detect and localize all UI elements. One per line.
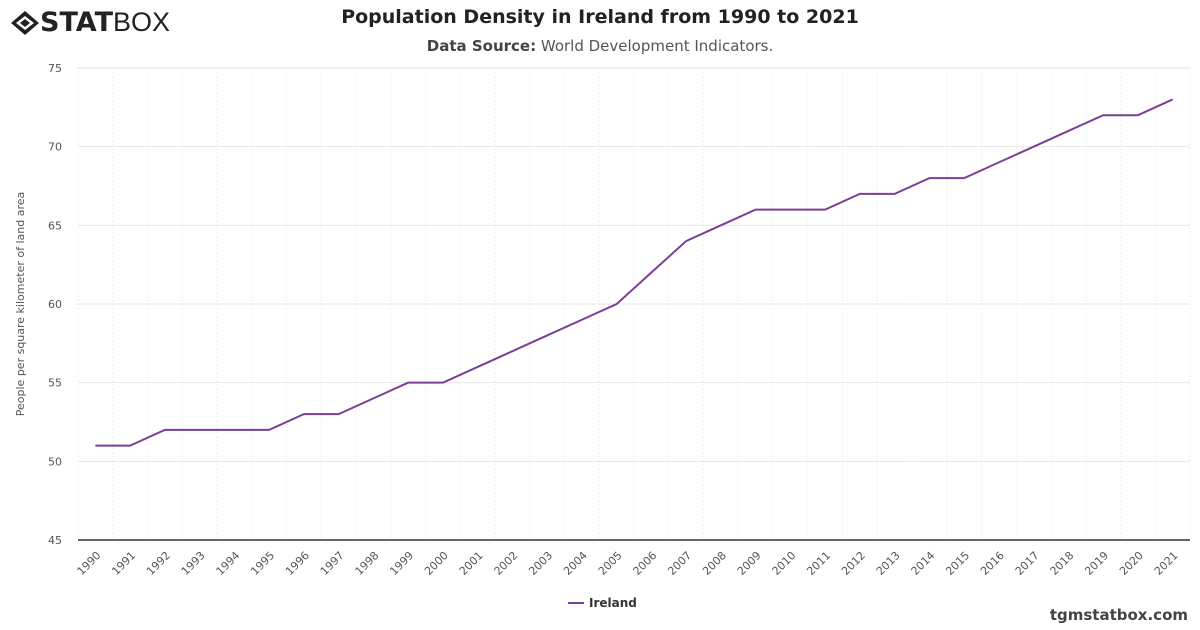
x-tick-label: 2007 <box>665 549 694 578</box>
subtitle-label: Data Source: <box>426 37 537 55</box>
x-tick-label: 2003 <box>526 549 555 578</box>
series-line-ireland <box>95 98 1174 447</box>
x-tick-label: 2015 <box>943 549 972 578</box>
chart-subtitle: Data Source: World Development Indicator… <box>0 37 1200 55</box>
x-tick-label: 1993 <box>179 549 208 578</box>
y-axis-title: People per square kilometer of land area <box>14 192 27 416</box>
x-tick-label: 2010 <box>770 549 799 578</box>
x-tick-label: 2009 <box>735 549 764 578</box>
x-tick-label: 2002 <box>492 549 521 578</box>
x-tick-label: 2001 <box>457 549 486 578</box>
x-tick-label: 1990 <box>75 549 104 578</box>
x-tick-label: 2017 <box>1013 549 1042 578</box>
x-tick-label: 2008 <box>700 549 729 578</box>
x-tick-label: 2019 <box>1082 549 1111 578</box>
x-tick-label: 1991 <box>109 549 138 578</box>
x-tick-label: 1996 <box>283 549 312 578</box>
legend-label: Ireland <box>589 596 637 610</box>
x-tick-label: 2016 <box>978 549 1007 578</box>
x-tick-label: 1994 <box>214 549 243 578</box>
x-tick-label: 2014 <box>909 549 938 578</box>
x-tick-label: 2013 <box>874 549 903 578</box>
subtitle-source: World Development Indicators. <box>540 37 774 55</box>
y-tick-label: 55 <box>48 377 62 390</box>
logo-text-bold: STAT <box>40 7 113 38</box>
x-tick-label: 1999 <box>387 549 416 578</box>
x-tick-label: 2020 <box>1117 549 1146 578</box>
y-tick-label: 50 <box>48 455 62 468</box>
y-tick-label: 65 <box>48 219 62 232</box>
x-tick-label: 1995 <box>248 549 277 578</box>
x-tick-label: 2005 <box>596 549 625 578</box>
chart-title: Population Density in Ireland from 1990 … <box>341 6 859 28</box>
x-tick-label: 2011 <box>804 549 833 578</box>
x-tick-label: 1998 <box>353 549 382 578</box>
x-tick-label: 2000 <box>422 549 451 578</box>
logo-text-light: BOX <box>112 7 171 37</box>
x-tick-label: 1992 <box>144 549 173 578</box>
y-tick-label: 45 <box>48 534 62 547</box>
y-tick-label: 60 <box>48 298 62 311</box>
statbox-logo: STAT BOX <box>10 7 170 38</box>
diamond-logo-icon <box>11 10 39 35</box>
x-tick-label: 2012 <box>839 549 868 578</box>
x-tick-label: 2006 <box>631 549 660 578</box>
x-tick-label: 1997 <box>318 549 347 578</box>
y-tick-label: 70 <box>48 141 62 154</box>
x-tick-label: 2004 <box>561 549 590 578</box>
x-tick-label: 2018 <box>1048 549 1077 578</box>
x-tick-label: 2021 <box>1152 549 1181 578</box>
site-credit: tgmstatbox.com <box>1049 606 1188 624</box>
y-tick-label: 75 <box>48 62 62 75</box>
